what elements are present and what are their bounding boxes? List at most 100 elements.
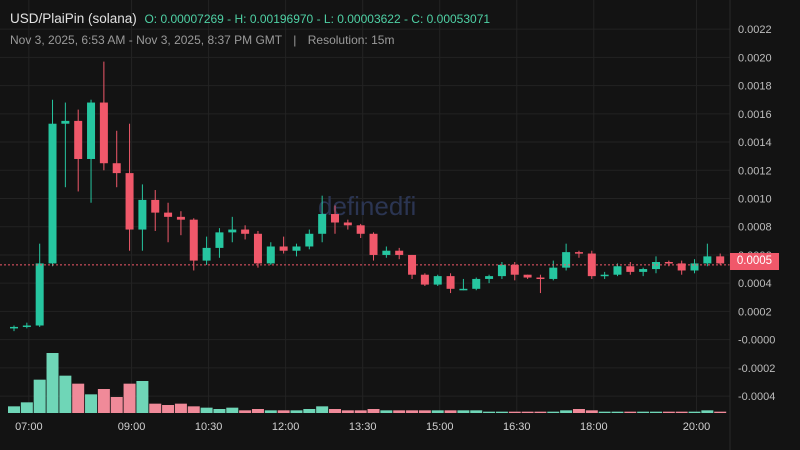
- candle-body: [369, 233, 378, 255]
- volume-bar: [688, 411, 701, 413]
- volume-bar: [598, 411, 611, 413]
- candle-body: [459, 288, 468, 291]
- candle[interactable]: [215, 228, 224, 258]
- candle[interactable]: [10, 325, 18, 332]
- candle-body: [292, 246, 301, 251]
- y-tick-label: -0.0000: [738, 335, 775, 347]
- volume-bar: [136, 381, 149, 413]
- candle[interactable]: [677, 260, 686, 275]
- candle[interactable]: [74, 109, 83, 192]
- candle[interactable]: [35, 243, 44, 327]
- candle[interactable]: [433, 274, 442, 286]
- candle[interactable]: [189, 218, 198, 271]
- volume-bar: [534, 411, 547, 413]
- volume-bars: [8, 353, 727, 413]
- candle[interactable]: [446, 273, 455, 294]
- candle[interactable]: [549, 260, 558, 281]
- candle[interactable]: [87, 99, 96, 203]
- candle[interactable]: [151, 190, 160, 231]
- candle[interactable]: [562, 243, 571, 271]
- candle[interactable]: [125, 123, 134, 251]
- candle[interactable]: [703, 243, 712, 267]
- candle[interactable]: [639, 267, 648, 277]
- candle[interactable]: [343, 219, 352, 230]
- candle[interactable]: [408, 254, 417, 279]
- candle-body: [664, 262, 673, 264]
- candle[interactable]: [202, 236, 211, 265]
- x-tick-label: 16:30: [503, 421, 531, 433]
- volume-bar: [213, 409, 226, 413]
- candle[interactable]: [164, 202, 173, 243]
- candle[interactable]: [600, 271, 609, 279]
- candle[interactable]: [253, 230, 262, 268]
- candle[interactable]: [716, 253, 725, 265]
- candle[interactable]: [241, 225, 250, 240]
- candle[interactable]: [61, 102, 70, 188]
- candle[interactable]: [176, 211, 185, 236]
- candle[interactable]: [112, 130, 121, 188]
- candle[interactable]: [266, 242, 275, 265]
- candle[interactable]: [331, 205, 339, 234]
- volume-bar: [123, 383, 136, 413]
- volume-bar: [97, 389, 110, 413]
- candle[interactable]: [138, 184, 147, 251]
- chart-header: USD/PlaiPin (solana) O: 0.00007269 - H: …: [10, 11, 490, 26]
- candle[interactable]: [356, 223, 365, 239]
- y-tick-label: 0.0022: [738, 24, 772, 36]
- candle[interactable]: [99, 61, 108, 171]
- candle[interactable]: [523, 274, 532, 279]
- volume-bar: [560, 410, 573, 413]
- candle[interactable]: [48, 99, 57, 267]
- volume-bar: [33, 379, 46, 413]
- candle[interactable]: [664, 260, 673, 267]
- candle[interactable]: [318, 195, 327, 243]
- y-tick-label: 0.0010: [738, 194, 772, 206]
- volume-bar: [611, 411, 624, 413]
- candle[interactable]: [690, 259, 699, 274]
- candle[interactable]: [382, 246, 391, 258]
- candle[interactable]: [459, 278, 468, 291]
- candle[interactable]: [22, 322, 31, 329]
- y-tick-label: 0.0004: [738, 278, 772, 290]
- candle[interactable]: [228, 216, 237, 243]
- candle[interactable]: [485, 274, 494, 284]
- candle[interactable]: [369, 232, 378, 261]
- candle[interactable]: [279, 236, 288, 254]
- candle[interactable]: [626, 262, 635, 275]
- candle-body: [639, 269, 648, 272]
- resolution-label: Resolution: 15m: [307, 33, 395, 47]
- candle[interactable]: [613, 263, 622, 277]
- last-price-tag: 0.0005: [730, 253, 779, 270]
- candle[interactable]: [587, 250, 596, 279]
- y-tick-label: 0.0002: [738, 306, 772, 318]
- time-range: Nov 3, 2025, 6:53 AM - Nov 3, 2025, 8:37…: [10, 33, 282, 47]
- candle[interactable]: [536, 274, 545, 294]
- candle-body: [523, 274, 532, 278]
- x-tick-label: 20:00: [683, 421, 711, 433]
- volume-bar: [495, 411, 508, 413]
- candle-body: [35, 263, 44, 326]
- volume-bar: [8, 406, 20, 413]
- candle[interactable]: [305, 229, 314, 250]
- candle[interactable]: [510, 262, 519, 281]
- volume-bar: [329, 409, 341, 413]
- candle-body: [99, 102, 108, 164]
- candle-body: [497, 264, 506, 277]
- candle[interactable]: [420, 273, 429, 286]
- candle-body: [189, 219, 198, 261]
- candle-body: [74, 120, 83, 159]
- candle[interactable]: [472, 277, 481, 291]
- candle[interactable]: [292, 243, 301, 257]
- candle[interactable]: [574, 250, 583, 258]
- candle-body: [472, 278, 481, 289]
- volume-bar: [149, 403, 162, 413]
- volume-bar: [303, 409, 316, 413]
- candle[interactable]: [395, 247, 404, 260]
- candle-body: [151, 199, 160, 213]
- candle-body: [600, 274, 609, 277]
- volume-bar: [20, 402, 33, 413]
- candle-body: [176, 216, 185, 220]
- ohlc-readout: O: 0.00007269 - H: 0.00196970 - L: 0.000…: [144, 12, 491, 26]
